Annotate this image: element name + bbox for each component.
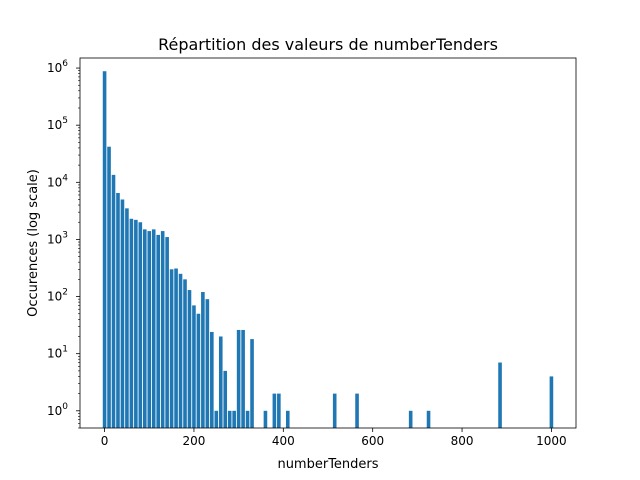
y-tick-label: 106	[47, 59, 68, 75]
bar	[355, 393, 359, 428]
bar	[214, 410, 219, 428]
bar	[277, 393, 281, 428]
bar	[218, 336, 223, 428]
bar	[160, 231, 165, 428]
x-tick-label: 1000	[536, 434, 567, 448]
bar	[102, 71, 107, 428]
bar	[156, 234, 160, 428]
bar	[120, 199, 125, 428]
y-axis-label: Occurences (log scale)	[26, 169, 41, 317]
bar	[272, 393, 277, 428]
bar	[147, 231, 152, 428]
bar	[116, 192, 120, 428]
y-tick-label: 101	[47, 345, 68, 361]
y-tick-label: 100	[47, 402, 68, 418]
bar	[223, 370, 228, 428]
bar	[263, 410, 268, 428]
bar	[107, 146, 111, 428]
x-axis: 0 200 400 600 800 1000	[101, 428, 567, 448]
bar	[408, 410, 413, 428]
bar	[192, 305, 196, 428]
bar	[187, 290, 192, 428]
bar	[426, 410, 431, 428]
bar	[174, 268, 178, 428]
bar	[125, 208, 129, 428]
x-tick-label: 600	[361, 434, 384, 448]
bar	[205, 299, 210, 428]
bar	[285, 410, 290, 428]
bar	[183, 279, 187, 428]
bar	[134, 219, 138, 428]
chart-title: Répartition des valeurs de numberTenders	[158, 35, 498, 54]
bar	[245, 410, 250, 428]
bar	[236, 329, 241, 428]
y-tick-label: 105	[47, 116, 68, 132]
x-axis-label: numberTenders	[277, 457, 378, 472]
y-tick-label: 103	[47, 230, 68, 246]
y-tick-label: 104	[47, 173, 68, 189]
y-tick-label: 102	[47, 288, 68, 304]
bar	[498, 362, 502, 428]
bar	[250, 339, 254, 428]
bar	[332, 393, 337, 428]
bar	[549, 376, 554, 428]
plot-frame	[79, 57, 577, 429]
x-tick-label: 800	[451, 434, 474, 448]
bar	[165, 237, 169, 428]
x-tick-label: 200	[182, 434, 205, 448]
bar	[232, 410, 236, 428]
bar	[169, 269, 174, 428]
bar	[129, 218, 134, 428]
x-tick-label: 0	[101, 434, 109, 448]
bar	[227, 410, 232, 428]
bar	[151, 229, 156, 428]
y-axis: 100 101 102 103 104 105 106	[47, 59, 80, 429]
bar	[138, 222, 143, 428]
x-tick-label: 400	[272, 434, 295, 448]
bar	[241, 329, 245, 428]
bar	[201, 292, 205, 428]
bar	[210, 331, 214, 428]
bar	[111, 174, 116, 428]
bars-group	[102, 71, 554, 428]
bar	[178, 273, 183, 428]
bar	[142, 229, 147, 428]
bar	[196, 313, 201, 428]
